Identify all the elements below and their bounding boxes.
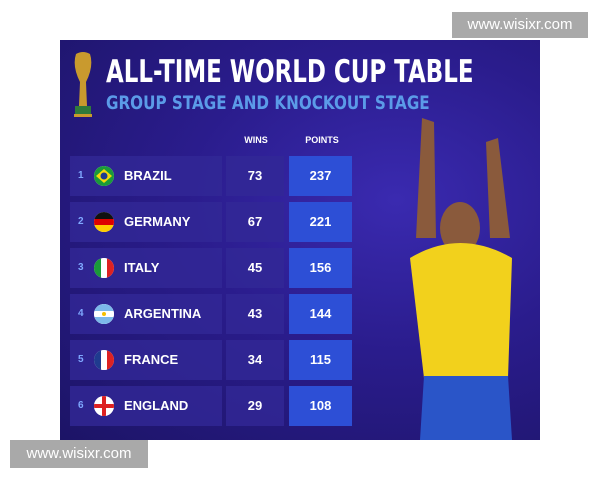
rank: 1 [78,170,84,181]
world-cup-trophy-icon [74,52,92,117]
germany-flag-icon [94,212,114,232]
france-flag-icon [94,350,114,370]
watermark-top: www.wisixr.com [452,12,588,38]
points-cell: 115 [289,340,352,380]
country-cell: 5 FRANCE [70,340,222,380]
rank: 6 [78,400,84,411]
england-flag-icon [94,396,114,416]
country-name: GERMANY [124,214,191,229]
country-cell: 6 ENGLAND [70,386,222,426]
rank: 2 [78,216,84,227]
country-cell: 1 BRAZIL [70,156,222,196]
italy-flag-icon [94,258,114,278]
rank: 3 [78,262,84,273]
points-header: POINTS [305,135,339,145]
page-subtitle: GROUP STAGE AND KNOCKOUT STAGE [106,92,430,114]
rank: 4 [78,308,84,319]
country-name: ENGLAND [124,398,189,413]
watermark-bottom: www.wisixr.com [10,440,148,468]
page-title: ALL-TIME WORLD CUP TABLE [106,54,474,90]
wins-header: WINS [244,135,268,145]
country-name: BRAZIL [124,168,172,183]
argentina-flag-icon [94,304,114,324]
brazil-flag-icon [94,166,114,186]
points-cell: 144 [289,294,352,334]
world-cup-table-poster: ALL-TIME WORLD CUP TABLE GROUP STAGE AND… [60,40,540,440]
points-cell: 156 [289,248,352,288]
country-name: FRANCE [124,352,179,367]
country-cell: 4 ARGENTINA [70,294,222,334]
points-cell: 237 [289,156,352,196]
country-name: ARGENTINA [124,306,202,321]
wins-cell: 67 [226,202,284,242]
wins-cell: 73 [226,156,284,196]
player-photo [410,118,512,440]
country-cell: 2 GERMANY [70,202,222,242]
rank: 5 [78,354,84,365]
points-cell: 221 [289,202,352,242]
country-name: ITALY [124,260,160,275]
country-cell: 3 ITALY [70,248,222,288]
wins-cell: 34 [226,340,284,380]
wins-cell: 29 [226,386,284,426]
wins-cell: 45 [226,248,284,288]
wins-cell: 43 [226,294,284,334]
points-cell: 108 [289,386,352,426]
